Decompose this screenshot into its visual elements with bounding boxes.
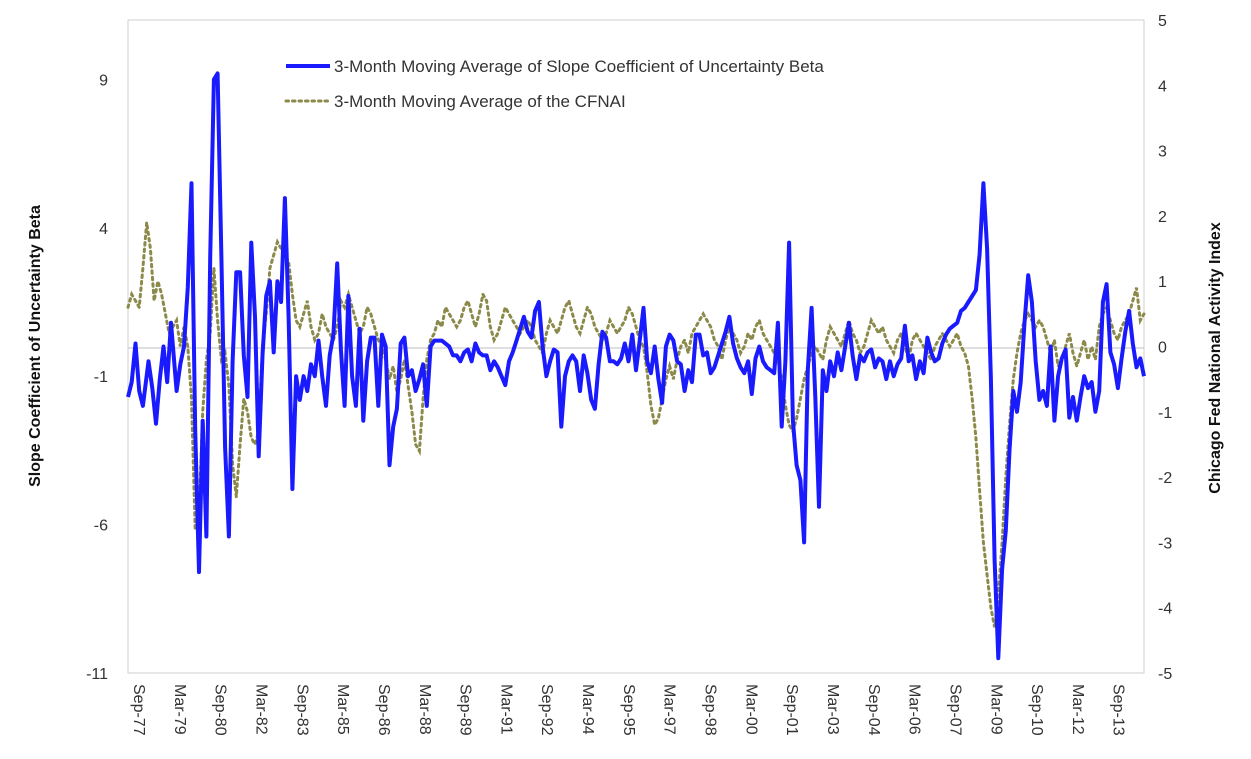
x-tick-label: Mar-82 bbox=[252, 684, 269, 735]
right-tick-label: -5 bbox=[1158, 666, 1172, 683]
x-tick-label: Sep-86 bbox=[375, 684, 392, 736]
right-tick-label: 1 bbox=[1158, 274, 1167, 291]
x-tick-label: Mar-12 bbox=[1069, 684, 1086, 735]
right-tick-label: -1 bbox=[1158, 405, 1172, 422]
x-tick-label: Mar-94 bbox=[579, 684, 596, 735]
left-tick-label: -11 bbox=[86, 666, 108, 683]
left-tick-label: -1 bbox=[94, 369, 108, 386]
x-tick-label: Mar-97 bbox=[661, 684, 678, 735]
left-tick-label: 9 bbox=[99, 72, 108, 89]
x-axis-ticks: Sep-77 Mar-79 Sep-80 Mar-82 Sep-83 Mar-85 Sep-… bbox=[130, 684, 1127, 736]
x-tick-label: Mar-85 bbox=[334, 684, 351, 735]
x-tick-label: Mar-88 bbox=[416, 684, 433, 735]
x-tick-label: Sep-83 bbox=[293, 684, 310, 736]
x-tick-label: Sep-77 bbox=[130, 684, 147, 736]
right-axis-title: Chicago Fed National Activity Index bbox=[1207, 222, 1224, 494]
right-tick-label: -4 bbox=[1158, 601, 1172, 618]
right-tick-label: 4 bbox=[1158, 78, 1167, 95]
right-tick-label: 5 bbox=[1158, 13, 1167, 30]
left-tick-label: -6 bbox=[94, 518, 108, 535]
x-tick-label: Sep-89 bbox=[457, 684, 474, 736]
x-tick-label: Sep-80 bbox=[212, 684, 229, 736]
left-tick-label: 4 bbox=[99, 221, 108, 238]
left-axis-title: Slope Coefficient of Uncertainty Beta bbox=[27, 205, 44, 487]
legend-label-cfnai: 3-Month Moving Average of the CFNAI bbox=[334, 92, 626, 111]
x-tick-label: Sep-95 bbox=[620, 684, 637, 736]
x-tick-label: Mar-79 bbox=[171, 684, 188, 735]
x-tick-label: Mar-09 bbox=[987, 684, 1004, 735]
x-tick-label: Sep-07 bbox=[946, 684, 963, 736]
x-tick-label: Mar-00 bbox=[742, 684, 759, 735]
x-tick-label: Sep-92 bbox=[538, 684, 555, 736]
legend: 3-Month Moving Average of Slope Coeffici… bbox=[284, 57, 824, 111]
x-tick-label: Sep-10 bbox=[1028, 684, 1045, 736]
right-tick-label: 2 bbox=[1158, 209, 1167, 226]
x-tick-label: Sep-13 bbox=[1110, 684, 1127, 736]
plot-area-border bbox=[127, 19, 1145, 674]
x-tick-label: Sep-01 bbox=[783, 684, 800, 736]
right-tick-label: 0 bbox=[1158, 340, 1167, 357]
right-tick-label: 3 bbox=[1158, 144, 1167, 161]
legend-label-beta: 3-Month Moving Average of Slope Coeffici… bbox=[334, 57, 824, 76]
x-tick-label: Mar-03 bbox=[824, 684, 841, 735]
x-tick-label: Sep-04 bbox=[865, 684, 882, 736]
x-tick-label: Sep-98 bbox=[702, 684, 719, 736]
right-tick-label: -3 bbox=[1158, 535, 1172, 552]
right-axis-ticks: 5 4 3 2 1 0 -1 -2 -3 -4 -5 bbox=[1158, 13, 1172, 683]
left-axis-ticks: 9 4 -1 -6 -11 bbox=[86, 72, 108, 683]
series-uncertainty-beta-line bbox=[126, 71, 1146, 661]
series-cfnai-line bbox=[126, 222, 1146, 628]
right-tick-label: -2 bbox=[1158, 470, 1172, 487]
x-tick-label: Mar-06 bbox=[906, 684, 923, 735]
x-tick-label: Mar-91 bbox=[497, 684, 514, 735]
